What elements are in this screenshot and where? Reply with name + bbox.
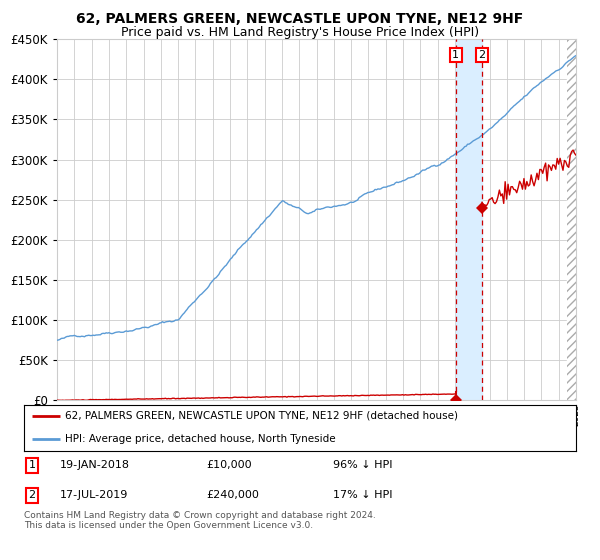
Text: 62, PALMERS GREEN, NEWCASTLE UPON TYNE, NE12 9HF: 62, PALMERS GREEN, NEWCASTLE UPON TYNE, … — [76, 12, 524, 26]
Bar — [568, 39, 576, 400]
Text: Price paid vs. HM Land Registry's House Price Index (HPI): Price paid vs. HM Land Registry's House … — [121, 26, 479, 39]
Text: Contains HM Land Registry data © Crown copyright and database right 2024.
This d: Contains HM Land Registry data © Crown c… — [24, 511, 376, 530]
Text: 62, PALMERS GREEN, NEWCASTLE UPON TYNE, NE12 9HF (detached house): 62, PALMERS GREEN, NEWCASTLE UPON TYNE, … — [65, 411, 458, 421]
Text: 19-JAN-2018: 19-JAN-2018 — [60, 460, 130, 470]
Text: £10,000: £10,000 — [206, 460, 252, 470]
Text: 96% ↓ HPI: 96% ↓ HPI — [333, 460, 392, 470]
Text: 1: 1 — [28, 460, 35, 470]
Text: 17% ↓ HPI: 17% ↓ HPI — [333, 490, 392, 500]
Text: 17-JUL-2019: 17-JUL-2019 — [60, 490, 128, 500]
Text: 2: 2 — [478, 50, 485, 60]
Text: 2: 2 — [28, 490, 35, 500]
Text: 1: 1 — [452, 50, 459, 60]
Text: HPI: Average price, detached house, North Tyneside: HPI: Average price, detached house, Nort… — [65, 434, 336, 444]
Bar — [455, 39, 482, 400]
Text: £240,000: £240,000 — [206, 490, 259, 500]
Bar — [568, 39, 576, 400]
